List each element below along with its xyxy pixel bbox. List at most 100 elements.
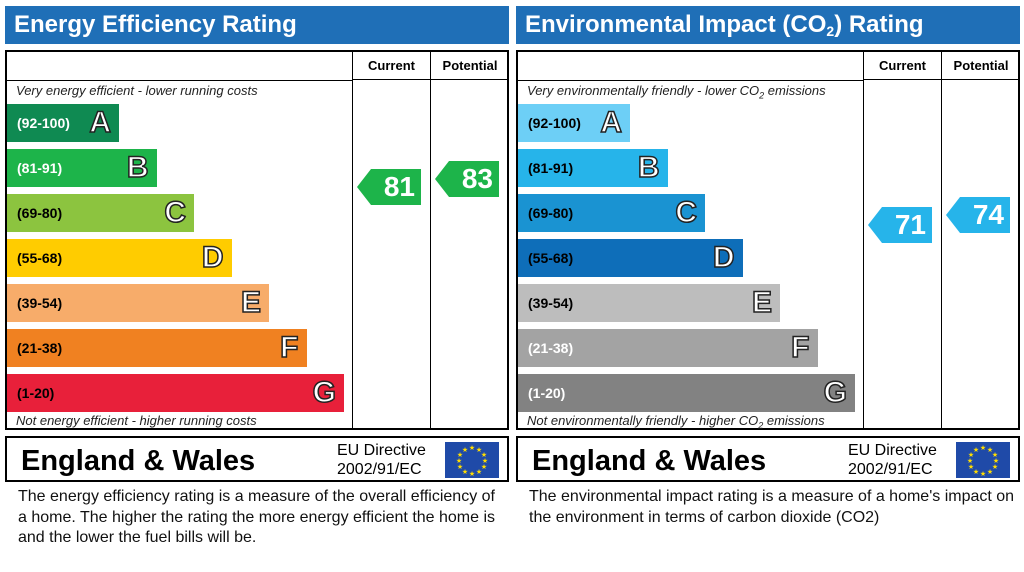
band-letter: E <box>240 285 262 320</box>
energy-caption: The energy efficiency rating is a measur… <box>18 488 496 546</box>
band-g: (1-20) G <box>7 374 344 412</box>
svg-text:★: ★ <box>968 451 974 459</box>
bottom-note: Not environmentally friendly - higher CO… <box>527 413 825 431</box>
col-divider <box>430 52 431 428</box>
band-range-label: (69-80) <box>17 205 63 221</box>
eu-flag-icon: ★ ★ ★ ★ ★ ★ ★ ★ ★ ★ ★ ★ <box>956 442 1010 478</box>
band-range-label: (81-91) <box>528 160 574 176</box>
svg-text:★: ★ <box>476 468 482 476</box>
svg-text:★: ★ <box>993 457 999 465</box>
band-a: (92-100) A <box>7 104 119 142</box>
col-divider <box>863 52 864 428</box>
band-range-label: (69-80) <box>528 205 574 221</box>
band-range-label: (92-100) <box>17 115 70 131</box>
directive-line1: EU Directive <box>337 442 426 459</box>
band-letter: D <box>712 240 735 275</box>
energy-panel: Energy Efficiency Rating Current Potenti… <box>5 6 509 546</box>
environment-footer: England & Wales EU Directive 2002/91/EC … <box>516 436 1020 482</box>
band-f: (21-38) F <box>518 329 818 367</box>
environment-caption: The environmental impact rating is a mea… <box>529 488 1015 526</box>
svg-text:★: ★ <box>462 446 468 454</box>
eu-stars: ★ ★★ ★★★ ★★★ ★★★ <box>456 444 488 478</box>
directive-line2: 2002/91/EC <box>848 461 933 478</box>
band-range-label: (39-54) <box>528 295 574 311</box>
svg-text:★: ★ <box>476 446 482 454</box>
eu-directive: EU Directive 2002/91/EC <box>337 441 426 479</box>
band-range-label: (21-38) <box>528 340 574 356</box>
band-g: (1-20) G <box>518 374 855 412</box>
band-letter: A <box>600 105 623 140</box>
energy-chart: Current Potential Very energy efficient … <box>5 50 509 430</box>
svg-text:★: ★ <box>462 468 468 476</box>
potential-rating-arrow: 83 <box>435 161 499 198</box>
energy-footer: England & Wales EU Directive 2002/91/EC … <box>5 436 509 482</box>
band-range-label: (21-38) <box>17 340 63 356</box>
potential-header: Potential <box>942 52 1020 80</box>
svg-text:★: ★ <box>980 470 986 478</box>
band-c: (69-80) C <box>518 194 705 232</box>
potential-header: Potential <box>431 52 509 80</box>
arrow-shape <box>435 161 499 198</box>
svg-text:★: ★ <box>469 470 475 478</box>
current-rating-arrow: 81 <box>357 169 421 205</box>
country-label: England & Wales <box>21 445 256 477</box>
band-b: (81-91) B <box>518 149 668 187</box>
arrow-shape <box>357 169 421 205</box>
band-a: (92-100) A <box>518 104 630 142</box>
svg-text:★: ★ <box>987 468 993 476</box>
arrow-shape <box>868 207 932 244</box>
band-range-label: (81-91) <box>17 160 63 176</box>
bottom-note: Not energy efficient - higher running co… <box>16 413 257 428</box>
band-letter: C <box>675 195 698 230</box>
band-letter: G <box>823 375 848 410</box>
environment-title: Environmental Impact (CO2) Rating <box>516 6 1020 44</box>
header-rule <box>518 80 864 81</box>
band-letter: B <box>637 150 660 185</box>
svg-text:★: ★ <box>992 451 998 459</box>
current-rating-value: 71 <box>894 209 926 241</box>
arrow-shape <box>946 196 1010 233</box>
band-e: (39-54) E <box>7 284 269 322</box>
band-letter: B <box>126 150 149 185</box>
svg-text:★: ★ <box>980 444 986 452</box>
eu-stars: ★ ★★ ★★★ ★★★ ★★★ <box>967 444 999 478</box>
band-letter: D <box>201 240 224 275</box>
directive-line1: EU Directive <box>848 442 937 459</box>
band-c: (69-80) C <box>7 194 194 232</box>
band-letter: F <box>790 330 810 365</box>
band-range-label: (1-20) <box>528 385 566 401</box>
environmental-panel: Environmental Impact (CO2) Rating Curren… <box>516 6 1020 526</box>
top-note: Very environmentally friendly - lower CO… <box>527 83 826 101</box>
current-rating-value: 81 <box>383 171 415 202</box>
band-letter: G <box>312 375 337 410</box>
energy-title: Energy Efficiency Rating <box>5 6 509 44</box>
top-note: Very energy efficient - lower running co… <box>16 83 258 98</box>
current-header: Current <box>864 52 941 80</box>
svg-text:★: ★ <box>481 451 487 459</box>
band-letter: A <box>89 105 112 140</box>
band-d: (55-68) D <box>7 239 232 277</box>
svg-text:★: ★ <box>457 463 463 471</box>
potential-rating-arrow: 74 <box>946 196 1010 233</box>
eu-directive: EU Directive 2002/91/EC <box>848 441 937 479</box>
band-b: (81-91) B <box>7 149 157 187</box>
environment-chart: Current Potential Very environmentally f… <box>516 50 1020 431</box>
band-range-label: (55-68) <box>17 250 63 266</box>
potential-rating-value: 83 <box>461 163 493 195</box>
band-letter: F <box>279 330 299 365</box>
eu-flag-icon: ★ ★ ★ ★ ★ ★ ★ ★ ★ ★ ★ ★ <box>445 442 499 478</box>
svg-text:★: ★ <box>973 468 979 476</box>
directive-line2: 2002/91/EC <box>337 461 422 478</box>
header-rule <box>7 80 353 81</box>
col-divider <box>352 52 353 428</box>
current-rating-arrow: 71 <box>868 207 932 244</box>
band-range-label: (55-68) <box>528 250 574 266</box>
band-letter: E <box>751 285 773 320</box>
svg-text:★: ★ <box>968 463 974 471</box>
svg-text:★: ★ <box>987 446 993 454</box>
current-header: Current <box>353 52 430 80</box>
svg-text:★: ★ <box>456 457 462 465</box>
svg-text:★: ★ <box>967 457 973 465</box>
band-range-label: (1-20) <box>17 385 55 401</box>
svg-text:★: ★ <box>973 446 979 454</box>
